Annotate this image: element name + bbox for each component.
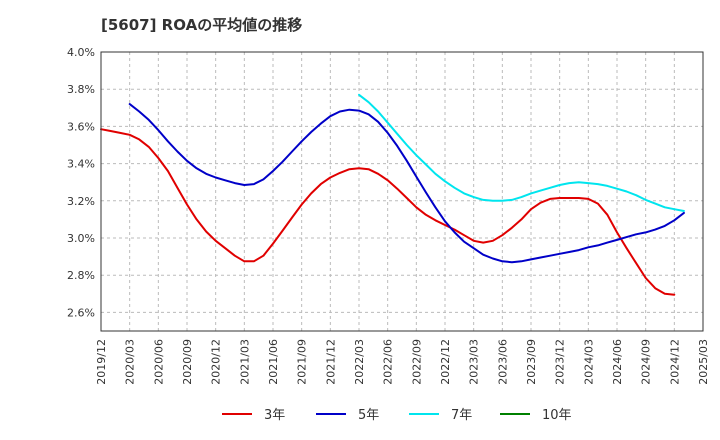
y-tick-label: 3.4% [67,158,95,171]
legend-label: 7年 [451,408,472,423]
x-tick-label: 2024/03 [582,339,595,385]
y-tick-label: 4.0% [67,46,95,59]
x-axis-ticks: 2019/12 2020/03 2020/06 2020/09 2020/12 2021/… [95,339,710,385]
grid-lines [100,51,704,331]
legend-label: 5年 [358,408,379,423]
x-tick-label: 2024/12 [668,339,681,385]
x-tick-label: 2023/06 [496,339,509,385]
series-lines [100,93,685,296]
x-tick-label: 2022/12 [439,339,452,385]
y-tick-label: 3.6% [67,120,95,133]
x-tick-label: 2024/09 [640,339,653,385]
y-tick-label: 2.6% [67,306,95,319]
x-tick-label: 2020/12 [210,339,223,385]
legend: 3年 5年 7年 10年 [222,408,572,423]
x-tick-label: 2022/06 [382,339,395,385]
x-tick-label: 2022/03 [353,339,366,385]
series-line-3年 [100,128,676,296]
y-tick-label: 3.2% [67,195,95,208]
x-tick-label: 2021/03 [238,339,251,385]
x-tick-label: 2021/12 [324,339,337,385]
series-line-5年 [128,103,685,264]
plot-area-frame [100,51,704,332]
x-tick-label: 2024/06 [611,339,624,385]
x-tick-label: 2025/03 [697,339,710,385]
series-line-7年 [358,93,685,212]
x-tick-label: 2021/06 [267,339,280,385]
x-tick-label: 2023/03 [468,339,481,385]
x-tick-label: 2023/12 [554,339,567,385]
x-tick-label: 2020/03 [124,339,137,385]
x-tick-label: 2023/09 [525,339,538,385]
legend-label: 10年 [542,408,572,423]
legend-label: 3年 [264,408,285,423]
y-tick-label: 3.8% [67,83,95,96]
x-tick-label: 2020/09 [181,339,194,385]
x-tick-label: 2022/09 [410,339,423,385]
chart-title: [5607] ROAの平均値の推移 [101,16,303,34]
y-tick-label: 3.0% [67,232,95,245]
x-tick-label: 2020/06 [152,339,165,385]
x-tick-label: 2019/12 [95,339,108,385]
x-tick-label: 2021/09 [296,339,309,385]
y-axis-ticks: 2.6% 2.8% 3.0% 3.2% 3.4% 3.6% 3.8% 4.0% [67,46,95,319]
y-tick-label: 2.8% [67,269,95,282]
